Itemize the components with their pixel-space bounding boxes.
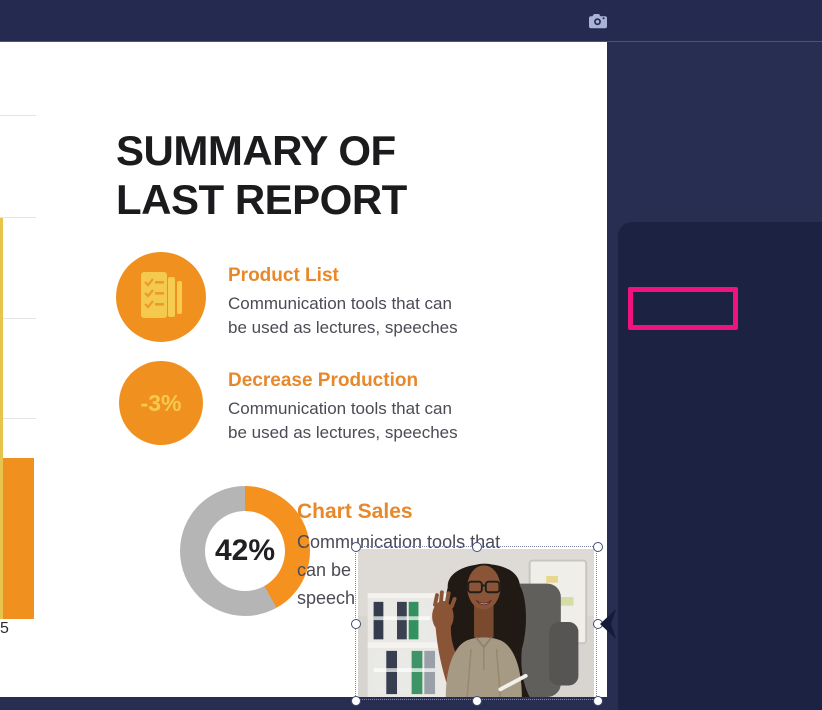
resize-handle-top-middle[interactable] [472, 542, 482, 552]
item-heading: Decrease Production [228, 370, 419, 391]
camera-icon[interactable] [588, 13, 608, 29]
resize-handle-top-right[interactable] [593, 542, 603, 552]
chart-sales-heading: Chart Sales [297, 500, 413, 523]
camera-feed-image[interactable] [358, 549, 594, 697]
annotation-highlight-box [628, 287, 738, 330]
donut-center-label: 42% [205, 511, 285, 591]
slide-title: SUMMARY OF LAST REPORT [116, 127, 407, 223]
checklist-icon [141, 272, 182, 318]
gridline [0, 217, 36, 218]
item-body: Communication tools that can be used as … [228, 399, 458, 442]
gridline [0, 115, 36, 116]
item-heading: Product List [228, 265, 339, 286]
resize-handle-middle-left[interactable] [351, 619, 361, 629]
top-bar [0, 0, 822, 42]
bar-orange [3, 458, 34, 619]
camera-overlay[interactable] [351, 542, 603, 706]
bar-yellow-edge [0, 218, 3, 619]
decrease-production-badge: -3% [119, 361, 203, 445]
product-list-item: Product List Communication tools that ca… [228, 265, 458, 340]
product-list-badge [116, 252, 206, 342]
resize-handle-top-left[interactable] [351, 542, 361, 552]
axis-tick-label: 5 [0, 620, 9, 637]
chart-sales-body: Communication tools that can be speech [297, 532, 501, 608]
gridline [0, 318, 36, 319]
camera-panel [618, 222, 822, 710]
resize-handle-bottom-right[interactable] [593, 696, 603, 706]
item-body: Communication tools that can be used as … [228, 294, 458, 337]
resize-handle-bottom-left[interactable] [351, 696, 361, 706]
resize-cursor-icon [600, 609, 616, 639]
resize-handle-bottom-middle[interactable] [472, 696, 482, 706]
webcam-scene [358, 549, 594, 697]
gridline [0, 418, 36, 419]
decrease-production-item: Decrease Production Communication tools … [228, 370, 458, 445]
donut-chart: 42% [180, 486, 310, 616]
